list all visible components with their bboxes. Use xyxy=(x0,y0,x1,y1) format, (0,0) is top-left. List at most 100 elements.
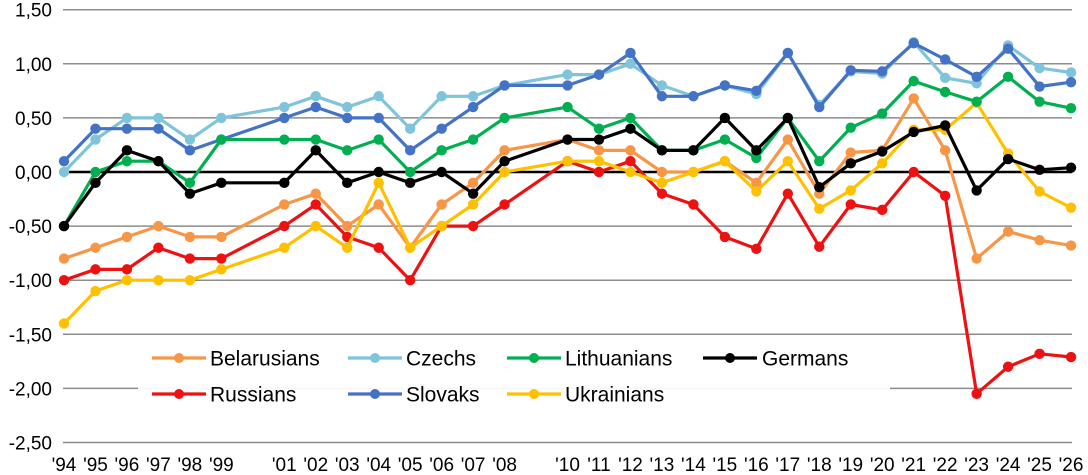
x-tick-label: '13 xyxy=(650,455,675,475)
x-tick-label: '03 xyxy=(335,455,360,475)
data-point xyxy=(908,38,919,49)
data-point xyxy=(656,177,668,189)
data-point xyxy=(908,126,919,138)
y-tick-label: 0,00 xyxy=(15,163,52,184)
data-point xyxy=(467,134,479,145)
data-point xyxy=(814,181,825,193)
data-point xyxy=(814,241,825,252)
x-tick-label: '04 xyxy=(366,455,391,475)
data-point xyxy=(436,145,447,156)
data-point xyxy=(939,120,951,131)
x-tick-label: '26 xyxy=(1059,455,1084,475)
data-point xyxy=(467,101,479,113)
data-point xyxy=(90,285,101,297)
data-point xyxy=(153,275,164,286)
data-point xyxy=(1034,96,1045,107)
legend-marker-icon xyxy=(529,353,539,363)
data-point xyxy=(184,145,196,156)
series-ukrainians xyxy=(58,97,1077,329)
data-point xyxy=(184,275,196,286)
data-point xyxy=(593,69,605,80)
data-point xyxy=(90,177,101,189)
data-point xyxy=(1065,67,1077,78)
data-point xyxy=(971,253,982,264)
data-point xyxy=(908,75,919,87)
data-point xyxy=(656,91,668,102)
data-point xyxy=(310,101,321,113)
data-point xyxy=(971,388,982,400)
data-point xyxy=(877,204,888,216)
data-point xyxy=(845,185,856,196)
data-point xyxy=(562,80,573,91)
x-tick-label: '97 xyxy=(146,455,171,475)
data-point xyxy=(593,166,605,178)
data-point xyxy=(625,145,636,156)
data-point xyxy=(814,155,825,167)
legend-item-lithuanians: Lithuanians xyxy=(507,348,672,371)
data-point xyxy=(845,158,856,169)
legend-label: Belarusians xyxy=(210,348,320,371)
data-point xyxy=(656,166,668,178)
data-point xyxy=(184,134,196,145)
data-point xyxy=(310,134,321,145)
data-point xyxy=(58,220,70,232)
data-point xyxy=(625,155,636,167)
data-point xyxy=(467,188,479,199)
data-point xyxy=(625,123,636,134)
data-point xyxy=(939,54,951,65)
data-point xyxy=(877,158,888,169)
y-tick-label: -2,50 xyxy=(9,434,52,455)
legend-item-ukrainians: Ukrainians xyxy=(507,384,664,407)
x-tick-label: '07 xyxy=(461,455,486,475)
data-point xyxy=(845,122,856,133)
data-point xyxy=(310,220,321,232)
data-point xyxy=(1002,43,1014,54)
data-point xyxy=(1065,102,1077,114)
data-point xyxy=(908,166,919,178)
data-point xyxy=(90,134,101,145)
data-point xyxy=(58,275,70,286)
x-tick-label: '96 xyxy=(115,455,140,475)
legend-label: Russians xyxy=(210,384,296,407)
data-point xyxy=(153,155,164,167)
data-point xyxy=(971,185,982,196)
data-point xyxy=(216,264,227,275)
data-point xyxy=(971,96,982,107)
x-tick-label: '22 xyxy=(933,455,958,475)
y-tick-label: 0,50 xyxy=(15,109,52,130)
data-point xyxy=(153,220,164,232)
x-tick-label: '21 xyxy=(901,455,926,475)
legend-marker-icon xyxy=(174,389,184,399)
data-point xyxy=(719,134,731,145)
legend-item-germans: Germans xyxy=(703,348,848,371)
data-point xyxy=(121,275,133,286)
legend-label: Ukrainians xyxy=(565,384,664,407)
data-point xyxy=(373,177,384,189)
data-point xyxy=(310,91,321,102)
data-point xyxy=(688,145,699,156)
y-tick-label: -0,50 xyxy=(9,217,52,238)
data-point xyxy=(58,166,70,178)
data-point xyxy=(751,243,762,255)
x-tick-label: '98 xyxy=(177,455,202,475)
data-point xyxy=(436,123,447,134)
data-point xyxy=(121,145,133,156)
data-point xyxy=(908,93,919,104)
data-point xyxy=(404,145,416,156)
x-tick-label: '14 xyxy=(681,455,706,475)
data-point xyxy=(719,231,731,243)
data-point xyxy=(688,166,699,178)
data-point xyxy=(688,199,699,210)
x-tick-label: '17 xyxy=(775,455,800,475)
data-point xyxy=(216,112,227,124)
y-tick-label: -1,00 xyxy=(9,271,52,292)
data-point xyxy=(782,188,794,199)
data-point xyxy=(751,186,762,197)
x-axis-labels: '94 '95 '96 '97 '98 '99 '01 '02 '03 '04 '05 '06 '07 '… xyxy=(52,455,1084,475)
data-point xyxy=(404,242,416,253)
data-point xyxy=(404,166,416,178)
data-point xyxy=(782,112,794,124)
data-point xyxy=(1065,202,1077,213)
data-point xyxy=(342,242,353,253)
